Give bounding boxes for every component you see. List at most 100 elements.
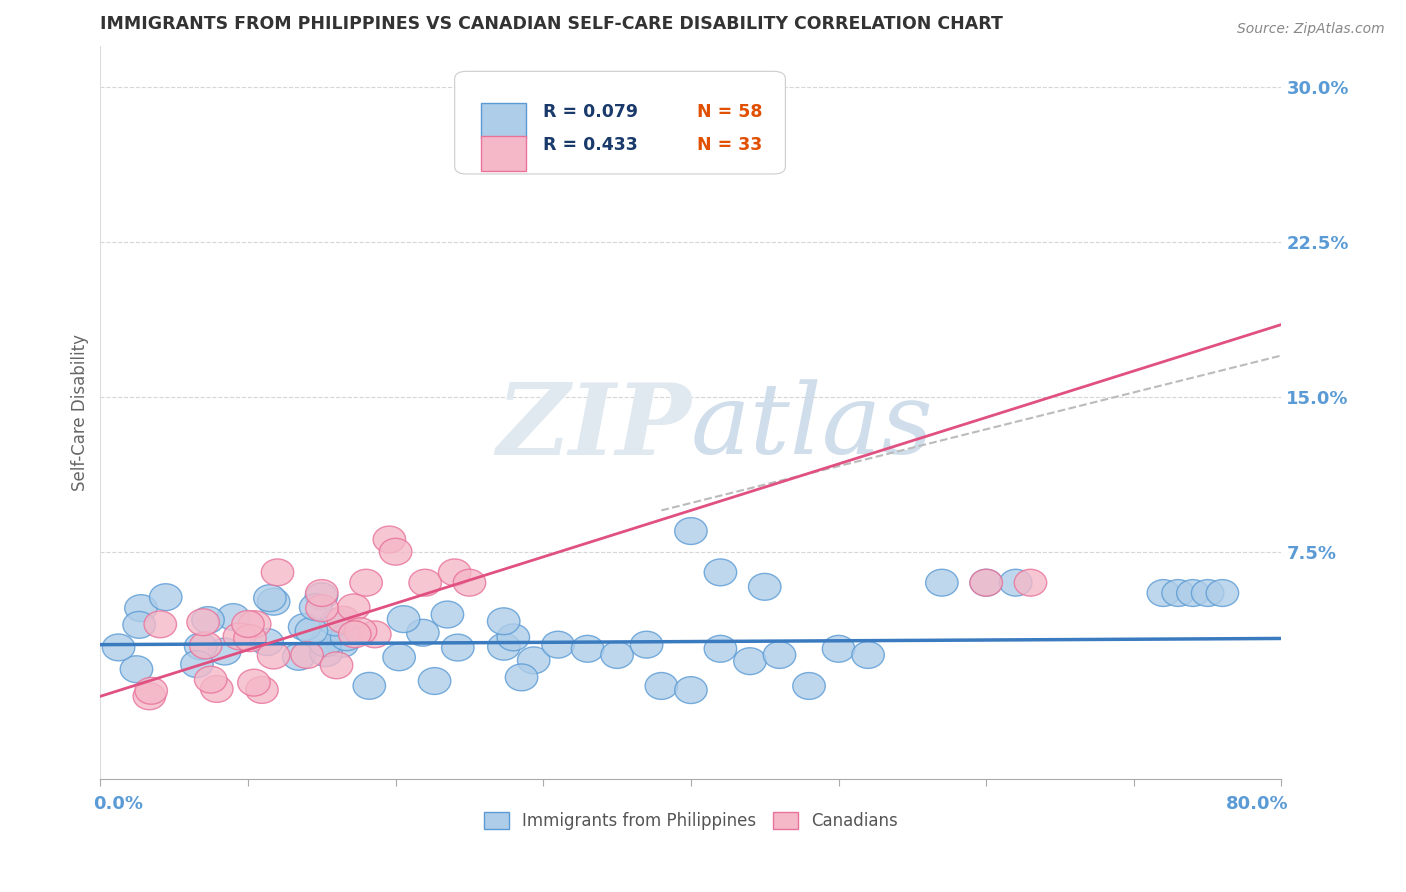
Ellipse shape [734,648,766,674]
Ellipse shape [103,634,135,661]
Ellipse shape [246,676,278,704]
Text: ZIP: ZIP [496,379,690,475]
Ellipse shape [257,642,290,669]
Ellipse shape [1000,569,1032,596]
Ellipse shape [190,632,222,659]
Ellipse shape [326,631,359,657]
Ellipse shape [488,633,520,660]
Ellipse shape [217,604,249,631]
Text: R = 0.433: R = 0.433 [543,136,638,153]
Ellipse shape [441,634,474,661]
Ellipse shape [645,673,678,699]
Text: N = 33: N = 33 [697,136,762,153]
Ellipse shape [763,641,796,668]
Ellipse shape [134,683,166,710]
Ellipse shape [344,618,377,645]
Ellipse shape [498,624,530,651]
Ellipse shape [283,643,315,670]
Ellipse shape [970,569,1002,596]
FancyBboxPatch shape [481,103,526,138]
Ellipse shape [1177,580,1209,607]
Ellipse shape [305,582,337,610]
Ellipse shape [149,583,181,611]
Ellipse shape [387,606,420,632]
Ellipse shape [453,569,485,596]
Ellipse shape [262,559,294,586]
Ellipse shape [232,611,264,638]
Ellipse shape [406,619,439,646]
FancyBboxPatch shape [454,71,786,174]
Ellipse shape [309,640,342,666]
Ellipse shape [1161,580,1194,607]
Ellipse shape [187,608,219,636]
Ellipse shape [291,641,323,668]
Text: 80.0%: 80.0% [1226,796,1289,814]
Text: IMMIGRANTS FROM PHILIPPINES VS CANADIAN SELF-CARE DISABILITY CORRELATION CHART: IMMIGRANTS FROM PHILIPPINES VS CANADIAN … [100,15,1004,33]
Ellipse shape [328,607,360,633]
Ellipse shape [224,623,256,649]
Ellipse shape [194,666,226,693]
Ellipse shape [675,517,707,544]
Ellipse shape [181,650,214,678]
Ellipse shape [373,526,405,553]
Ellipse shape [970,569,1002,596]
Ellipse shape [1147,580,1180,607]
Ellipse shape [852,641,884,668]
Ellipse shape [253,584,287,612]
Ellipse shape [288,614,321,640]
Ellipse shape [250,629,284,656]
Ellipse shape [1206,580,1239,607]
Ellipse shape [319,609,352,636]
Ellipse shape [439,559,471,586]
Ellipse shape [380,538,412,566]
Ellipse shape [337,594,370,621]
Ellipse shape [823,635,855,662]
Ellipse shape [748,574,780,600]
Ellipse shape [208,638,240,665]
Ellipse shape [122,611,155,639]
Ellipse shape [630,632,662,658]
Ellipse shape [339,621,371,648]
Ellipse shape [925,569,957,596]
Legend: Immigrants from Philippines, Canadians: Immigrants from Philippines, Canadians [477,805,904,837]
Ellipse shape [350,569,382,596]
FancyBboxPatch shape [481,136,526,171]
Ellipse shape [419,667,451,695]
Ellipse shape [125,595,157,622]
Ellipse shape [184,633,217,660]
Ellipse shape [359,621,391,648]
Text: 0.0%: 0.0% [93,796,143,814]
Ellipse shape [1191,580,1223,607]
Ellipse shape [120,656,153,682]
Ellipse shape [233,624,266,652]
Ellipse shape [299,594,332,621]
Ellipse shape [1014,569,1046,596]
Text: R = 0.079: R = 0.079 [543,103,638,121]
Ellipse shape [600,641,633,668]
Ellipse shape [321,652,353,679]
Ellipse shape [305,580,337,607]
Ellipse shape [571,635,603,662]
Ellipse shape [305,595,339,622]
Ellipse shape [353,673,385,699]
Ellipse shape [191,607,225,633]
Text: N = 58: N = 58 [697,103,762,121]
Ellipse shape [675,677,707,704]
Ellipse shape [704,559,737,586]
Ellipse shape [257,589,290,615]
Ellipse shape [309,630,342,657]
Ellipse shape [541,632,574,658]
Ellipse shape [135,677,167,704]
Ellipse shape [382,644,415,671]
Text: atlas: atlas [690,379,934,475]
Ellipse shape [517,647,550,673]
Ellipse shape [432,601,464,628]
Ellipse shape [239,611,271,638]
Ellipse shape [704,635,737,662]
Ellipse shape [330,624,363,650]
Ellipse shape [143,611,177,638]
Ellipse shape [505,664,537,690]
Ellipse shape [201,675,233,702]
Ellipse shape [409,569,441,596]
Ellipse shape [793,673,825,699]
